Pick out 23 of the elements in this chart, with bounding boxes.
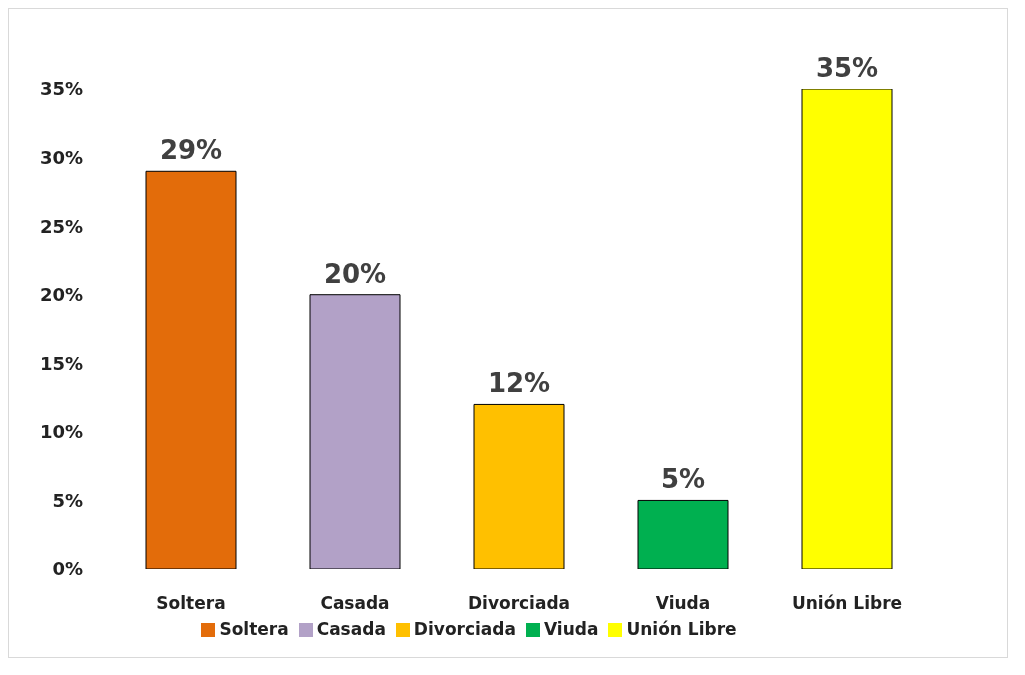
- x-tick-label: Viuda: [655, 593, 711, 614]
- legend-label: Casada: [316, 619, 386, 639]
- y-tick-label: 5%: [52, 489, 83, 511]
- x-tick-label: Casada: [320, 593, 390, 614]
- data-label: 12%: [487, 368, 551, 399]
- legend-label: Viuda: [543, 619, 599, 639]
- y-tick-label: 0%: [52, 558, 83, 580]
- x-tick-label: Soltera: [156, 593, 226, 614]
- y-tick-label: 15%: [39, 352, 83, 374]
- data-label: 20%: [323, 258, 387, 289]
- y-tick-label: 30%: [39, 146, 83, 168]
- data-label: 35%: [815, 53, 879, 83]
- y-tick-label: 25%: [39, 215, 83, 237]
- x-tick-label: Unión Libre: [791, 593, 903, 614]
- legend-label: Divorciada: [413, 619, 516, 639]
- legend-label: Unión Libre: [626, 619, 737, 639]
- y-tick-label: 10%: [39, 421, 83, 443]
- data-label: 29%: [159, 135, 223, 166]
- y-tick-label: 20%: [39, 284, 83, 306]
- x-tick-label: Divorciada: [467, 593, 571, 614]
- y-tick-label: 35%: [39, 78, 83, 100]
- legend-label: Soltera: [219, 619, 289, 639]
- data-label: 5%: [660, 464, 706, 495]
